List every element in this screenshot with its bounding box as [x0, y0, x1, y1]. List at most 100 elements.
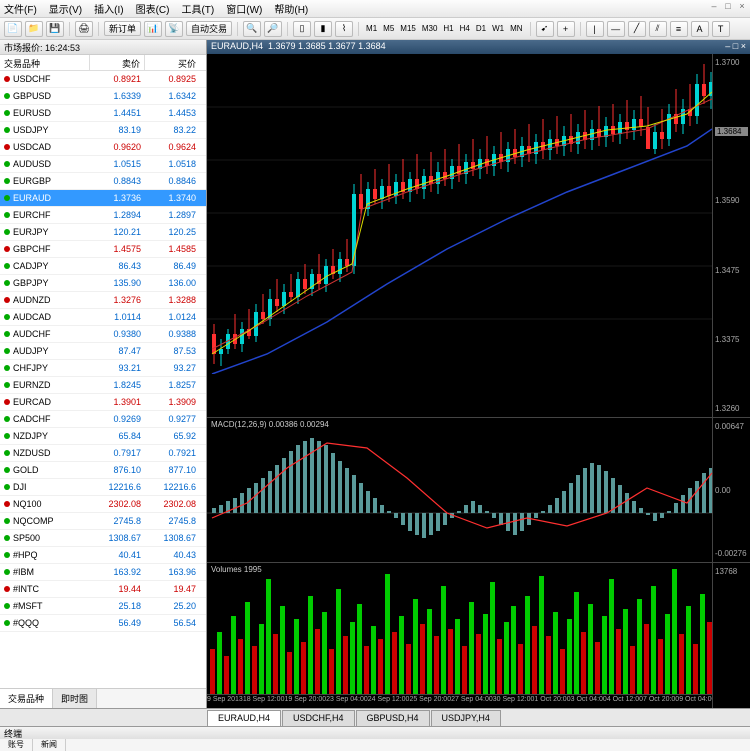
timeframe-W1[interactable]: W1 [490, 24, 506, 33]
menu-item[interactable]: 插入(I) [94, 1, 123, 16]
close-icon[interactable]: × [736, 1, 748, 11]
col-ask[interactable]: 买价 [145, 55, 200, 70]
watch-row[interactable]: GOLD 876.10 877.10 [0, 462, 206, 479]
menu-item[interactable]: 文件(F) [4, 1, 37, 16]
watch-list[interactable]: USDCHF 0.8921 0.8925 GBPUSD 1.6339 1.634… [0, 71, 206, 688]
open-icon[interactable]: 📁 [25, 21, 43, 37]
text-icon[interactable]: A [691, 21, 709, 37]
x-tick: 19 Sep 20:00 [284, 696, 326, 707]
market-watch-panel: 市场报价: 16:24:53 交易品种 卖价 买价 USDCHF 0.8921 … [0, 40, 207, 708]
menu-item[interactable]: 显示(V) [49, 1, 82, 16]
watch-row[interactable]: GBPUSD 1.6339 1.6342 [0, 88, 206, 105]
cursor-icon[interactable]: ➹ [536, 21, 554, 37]
watch-row[interactable]: GBPCHF 1.4575 1.4585 [0, 241, 206, 258]
watch-row[interactable]: USDCAD 0.9620 0.9624 [0, 139, 206, 156]
timeframe-M30[interactable]: M30 [420, 24, 440, 33]
zoom-out-icon[interactable]: 🔍 [243, 21, 261, 37]
watch-row[interactable]: #MSFT 25.18 25.20 [0, 598, 206, 615]
chart-tab[interactable]: USDJPY,H4 [431, 710, 501, 726]
tab-symbols[interactable]: 交易品种 [0, 689, 53, 708]
macd-panel[interactable]: MACD(12,26,9) 0.00386 0.00294 0.006470.0… [207, 418, 750, 563]
direction-icon [4, 331, 10, 337]
watch-row[interactable]: AUDNZD 1.3276 1.3288 [0, 292, 206, 309]
volume-panel[interactable]: Volumes 1995 13768 9 Sep 201318 Sep 12:0… [207, 563, 750, 708]
label-icon[interactable]: T [712, 21, 730, 37]
crosshair-icon[interactable]: + [557, 21, 575, 37]
watch-row[interactable]: AUDCHF 0.9380 0.9388 [0, 326, 206, 343]
watch-row[interactable]: EURCAD 1.3901 1.3909 [0, 394, 206, 411]
price-chart[interactable]: 1.37001.36841.35901.34751.33751.3260 [207, 54, 750, 418]
candle-chart-icon[interactable]: ▮ [314, 21, 332, 37]
watch-row[interactable]: EURGBP 0.8843 0.8846 [0, 173, 206, 190]
watch-row[interactable]: DJI 12216.6 12216.6 [0, 479, 206, 496]
watch-row[interactable]: SP500 1308.67 1308.67 [0, 530, 206, 547]
symbol-name: EURGBP [13, 176, 51, 186]
channel-icon[interactable]: ⫽ [649, 21, 667, 37]
zoom-in-icon[interactable]: 🔎 [264, 21, 282, 37]
vline-icon[interactable]: | [586, 21, 604, 37]
watch-row[interactable]: GBPJPY 135.90 136.00 [0, 275, 206, 292]
bid-price: 1.0515 [90, 159, 145, 169]
col-bid[interactable]: 卖价 [90, 55, 145, 70]
chart-tab[interactable]: GBPUSD,H4 [356, 710, 430, 726]
new-file-icon[interactable]: 📄 [4, 21, 22, 37]
watch-row[interactable]: AUDJPY 87.47 87.53 [0, 343, 206, 360]
watch-row[interactable]: EURAUD 1.3736 1.3740 [0, 190, 206, 207]
timeframe-M5[interactable]: M5 [381, 24, 396, 33]
direction-icon [4, 144, 10, 150]
timeframe-H4[interactable]: H4 [458, 24, 472, 33]
watch-row[interactable]: NZDUSD 0.7917 0.7921 [0, 445, 206, 462]
watch-row[interactable]: NQ100 2302.08 2302.08 [0, 496, 206, 513]
tab-tick-chart[interactable]: 即时图 [53, 689, 97, 708]
chart-tab[interactable]: USDCHF,H4 [282, 710, 355, 726]
maximize-icon[interactable]: □ [722, 1, 734, 11]
watch-row[interactable]: EURUSD 1.4451 1.4453 [0, 105, 206, 122]
watch-row[interactable]: AUDCAD 1.0114 1.0124 [0, 309, 206, 326]
chart-tab[interactable]: EURAUD,H4 [207, 710, 281, 726]
watch-row[interactable]: USDJPY 83.19 83.22 [0, 122, 206, 139]
menu-item[interactable]: 图表(C) [136, 1, 170, 16]
signal-icon[interactable]: 📡 [165, 21, 183, 37]
save-icon[interactable]: 💾 [46, 21, 64, 37]
watch-row[interactable]: NZDJPY 65.84 65.92 [0, 428, 206, 445]
minimize-icon[interactable]: – [708, 1, 720, 11]
menu-item[interactable]: 帮助(H) [274, 1, 308, 16]
watch-row[interactable]: #INTC 19.44 19.47 [0, 581, 206, 598]
fib-icon[interactable]: ≡ [670, 21, 688, 37]
x-tick: 3 Oct 04:00 [571, 696, 607, 707]
menu-item[interactable]: 工具(T) [181, 1, 214, 16]
auto-trade-button[interactable]: 自动交易 [186, 21, 232, 36]
col-symbol[interactable]: 交易品种 [0, 55, 90, 70]
watch-row[interactable]: #HPQ 40.41 40.43 [0, 547, 206, 564]
trendline-icon[interactable]: ╱ [628, 21, 646, 37]
watch-row[interactable]: USDCHF 0.8921 0.8925 [0, 71, 206, 88]
chart-icon[interactable]: 📊 [144, 21, 162, 37]
watch-row[interactable]: CADJPY 86.43 86.49 [0, 258, 206, 275]
watch-row[interactable]: AUDUSD 1.0515 1.0518 [0, 156, 206, 173]
menu-item[interactable]: 窗口(W) [226, 1, 262, 16]
watch-row[interactable]: #IBM 163.92 163.96 [0, 564, 206, 581]
watch-row[interactable]: #QQQ 56.49 56.54 [0, 615, 206, 632]
timeframe-MN[interactable]: MN [508, 24, 524, 33]
watch-row[interactable]: CHFJPY 93.21 93.27 [0, 360, 206, 377]
tab-news[interactable]: 新闻 [33, 739, 66, 751]
direction-icon [4, 348, 10, 354]
new-order-button[interactable]: 新订单 [104, 21, 141, 36]
print-icon[interactable]: 🖨 [75, 21, 93, 37]
watch-row[interactable]: EURNZD 1.8245 1.8257 [0, 377, 206, 394]
watch-row[interactable]: NQCOMP 2745.8 2745.8 [0, 513, 206, 530]
watch-row[interactable]: EURJPY 120.21 120.25 [0, 224, 206, 241]
timeframe-M1[interactable]: M1 [364, 24, 379, 33]
hline-icon[interactable]: — [607, 21, 625, 37]
timeframe-H1[interactable]: H1 [441, 24, 455, 33]
watch-row[interactable]: EURCHF 1.2894 1.2897 [0, 207, 206, 224]
bar-chart-icon[interactable]: ▯ [293, 21, 311, 37]
watch-tabs: 交易品种 即时图 [0, 688, 206, 708]
timeframe-M15[interactable]: M15 [398, 24, 418, 33]
x-tick: 18 Sep 12:00 [243, 696, 285, 707]
timeframe-D1[interactable]: D1 [474, 24, 488, 33]
watch-row[interactable]: CADCHF 0.9269 0.9277 [0, 411, 206, 428]
ask-price: 1.3288 [145, 295, 200, 305]
tab-account[interactable]: 账号 [0, 739, 33, 751]
line-chart-icon[interactable]: ⌇ [335, 21, 353, 37]
